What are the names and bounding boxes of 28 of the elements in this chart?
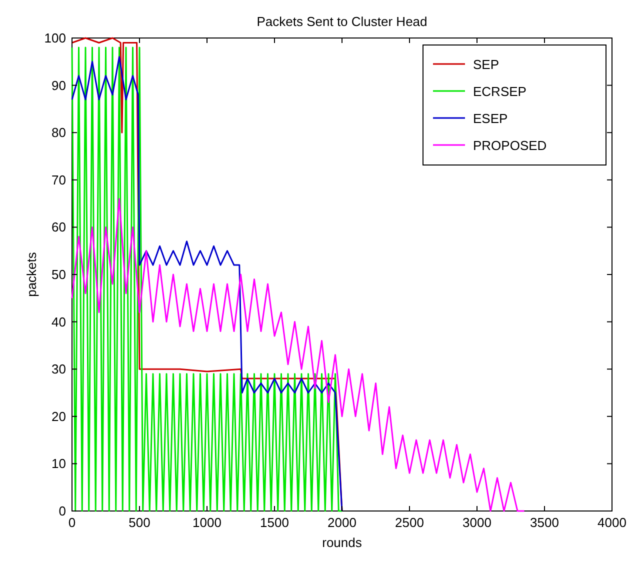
y-tick-label: 0 <box>58 504 66 518</box>
y-tick-label: 100 <box>44 30 66 46</box>
legend-label: PROPOSED <box>473 138 547 153</box>
legend-label: ECRSEP <box>473 84 526 99</box>
y-tick-label: 90 <box>52 78 66 93</box>
line-series <box>71 198 525 512</box>
x-tick-label: 2000 <box>328 515 356 530</box>
x-tick-label: 4000 <box>598 515 626 530</box>
x-tick-label: 3000 <box>462 515 492 530</box>
y-tick-label: 10 <box>52 456 66 472</box>
x-tick-label: 2500 <box>395 515 424 530</box>
x-tick-label: 0 <box>68 515 76 530</box>
y-tick-label: 70 <box>52 172 66 188</box>
y-tick-label: 40 <box>52 314 66 330</box>
x-tick-label: 3500 <box>530 515 559 530</box>
y-axis-title: packets <box>24 252 39 297</box>
legend-label: SEP <box>473 57 500 72</box>
x-tick-label: 500 <box>128 515 150 530</box>
y-tick-label: 80 <box>52 125 66 140</box>
legend-label: ESEP <box>473 111 508 126</box>
y-tick-label: 20 <box>52 408 66 424</box>
x-tick-label: 1000 <box>192 515 222 530</box>
chart-title: Packets Sent to Cluster Head <box>256 14 428 29</box>
y-tick-label: 50 <box>52 267 66 282</box>
x-tick-label: 1500 <box>260 515 289 530</box>
y-tick-label: 60 <box>52 220 66 235</box>
x-axis-title: rounds <box>322 535 362 550</box>
y-tick-label: 30 <box>52 362 66 377</box>
